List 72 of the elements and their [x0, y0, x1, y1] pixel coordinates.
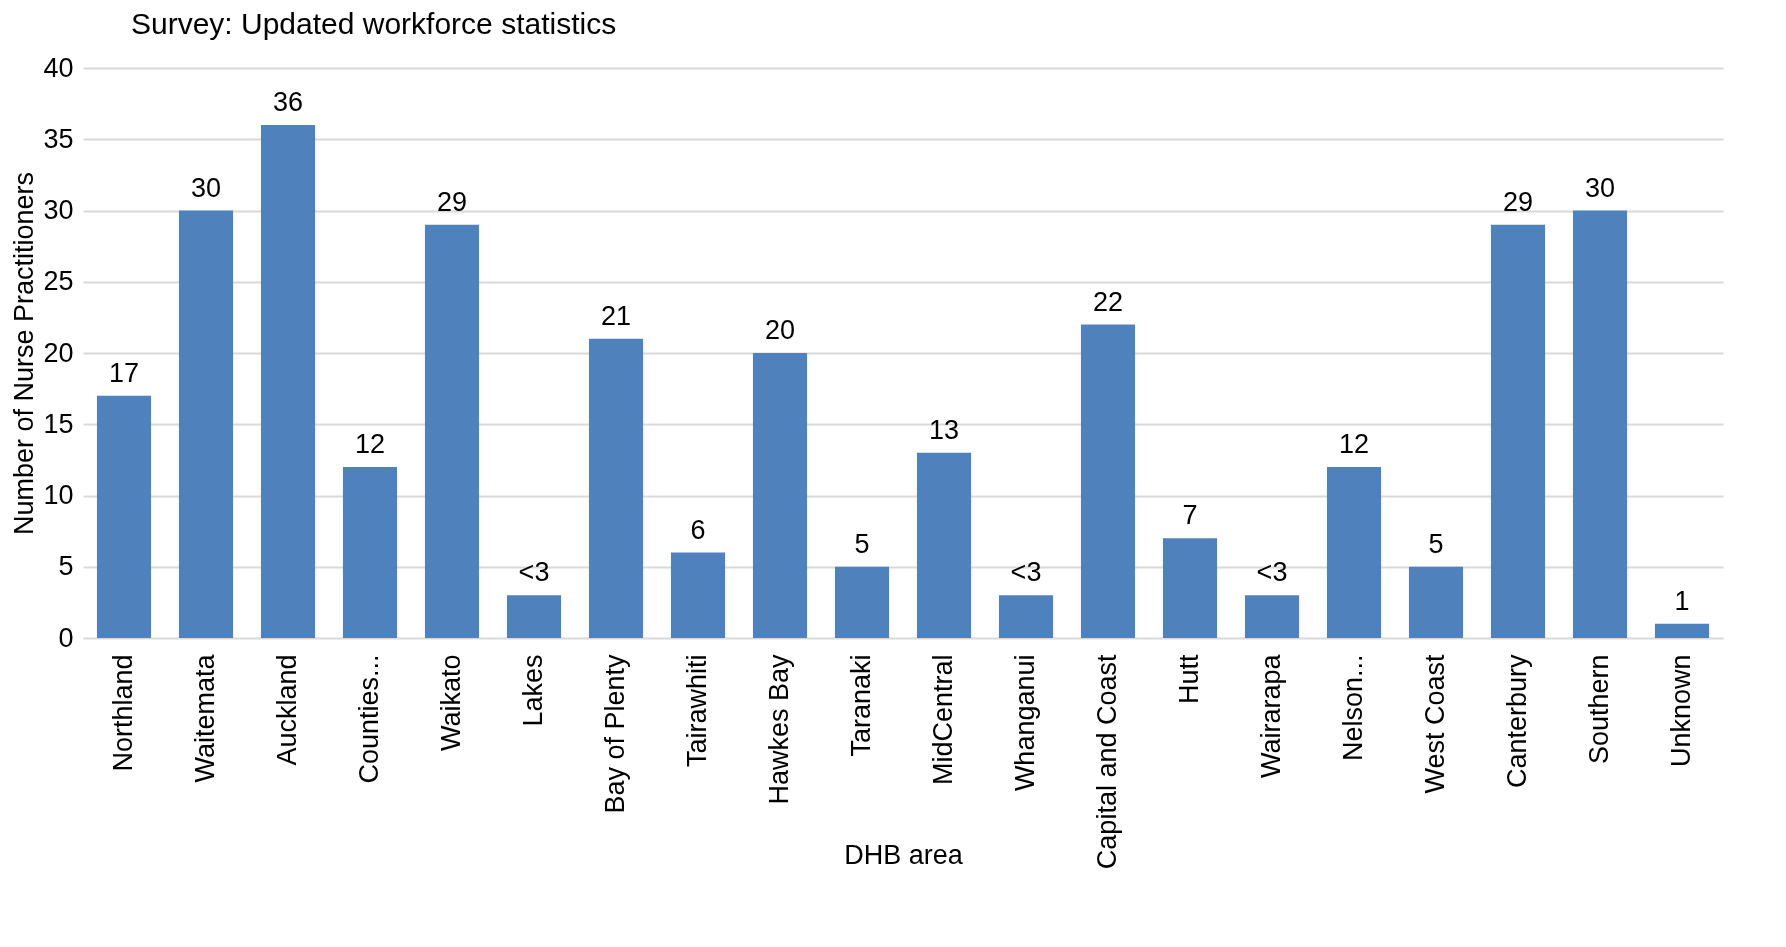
- x-tick-label: Northland: [108, 654, 138, 772]
- data-label: <3: [1010, 557, 1042, 588]
- data-label: 1: [1674, 585, 1690, 616]
- bar: [1244, 595, 1300, 638]
- y-tick-label: 30: [43, 195, 74, 225]
- y-tick-label: 15: [43, 408, 74, 439]
- bar: [1080, 324, 1136, 638]
- x-tick-label: Wairarapa: [1256, 653, 1286, 779]
- data-label: 29: [436, 186, 468, 217]
- data-label: <3: [1256, 557, 1288, 588]
- x-tick-label: Waitemata: [190, 653, 220, 783]
- data-label: 7: [1182, 500, 1198, 531]
- x-tick-label: Counties...: [354, 654, 384, 784]
- bar: [834, 566, 890, 638]
- data-label: 6: [690, 514, 706, 545]
- y-tick-label: 10: [43, 480, 74, 510]
- y-axis-title: Number of Nurse Practitioners: [9, 171, 40, 536]
- bar: [506, 595, 562, 638]
- bar: [1408, 566, 1464, 638]
- x-tick-label: Whanganui: [1010, 654, 1040, 792]
- x-tick-label: Taranaki: [846, 654, 876, 757]
- x-tick-label: Capital and Coast: [1092, 654, 1122, 870]
- bar: [1654, 623, 1710, 638]
- bar: [1572, 210, 1628, 638]
- y-tick-label: 0: [58, 622, 74, 653]
- bar: [752, 353, 808, 638]
- data-label: 17: [108, 357, 140, 388]
- x-tick-label: Tairawhiti: [682, 654, 712, 768]
- bar: [342, 467, 398, 638]
- data-label: 5: [1428, 528, 1444, 559]
- bar: [178, 210, 234, 638]
- bar: [260, 125, 316, 638]
- x-tick-label: Nelson...: [1338, 654, 1368, 762]
- data-label: 29: [1502, 186, 1534, 217]
- bar: [424, 224, 480, 638]
- x-axis-title: DHB area: [844, 839, 964, 870]
- x-tick-label: Waikato: [436, 654, 466, 752]
- data-label: 12: [354, 429, 386, 459]
- x-tick-label: Hutt: [1174, 654, 1204, 705]
- y-tick-label: 25: [43, 266, 74, 297]
- data-label: 22: [1092, 286, 1124, 317]
- x-tick-label: Lakes: [518, 654, 548, 727]
- x-tick-label: Hawkes Bay: [764, 654, 794, 805]
- data-label: 30: [190, 172, 222, 203]
- bar: [588, 338, 644, 638]
- x-tick-label: Unknown: [1666, 654, 1696, 768]
- bar: [916, 452, 972, 638]
- x-tick-label: Bay of Plenty: [600, 654, 630, 814]
- y-tick-label: 40: [43, 52, 74, 83]
- x-tick-label: Southern: [1584, 654, 1614, 765]
- bar: [998, 595, 1054, 638]
- bar: [1490, 224, 1546, 638]
- data-label: 21: [600, 300, 632, 331]
- bar: [1162, 538, 1218, 638]
- data-label: 36: [272, 87, 304, 117]
- x-tick-label: Canterbury: [1502, 654, 1532, 789]
- data-label: 20: [764, 315, 796, 345]
- x-tick-label: MidCentral: [928, 654, 958, 786]
- data-label: 13: [928, 414, 960, 445]
- bar: [670, 552, 726, 638]
- bar: [1326, 467, 1382, 638]
- chart-title: Survey: Updated workforce statistics: [130, 7, 617, 40]
- data-label: 12: [1338, 429, 1370, 459]
- bar: [96, 395, 152, 638]
- data-label: 5: [854, 528, 870, 559]
- y-tick-label: 35: [43, 123, 74, 154]
- x-tick-label: Auckland: [272, 654, 302, 766]
- data-label: 30: [1584, 172, 1616, 203]
- data-label: <3: [518, 557, 550, 588]
- x-tick-label: West Coast: [1420, 654, 1450, 794]
- y-tick-label: 20: [43, 337, 74, 368]
- y-tick-label: 5: [58, 551, 74, 582]
